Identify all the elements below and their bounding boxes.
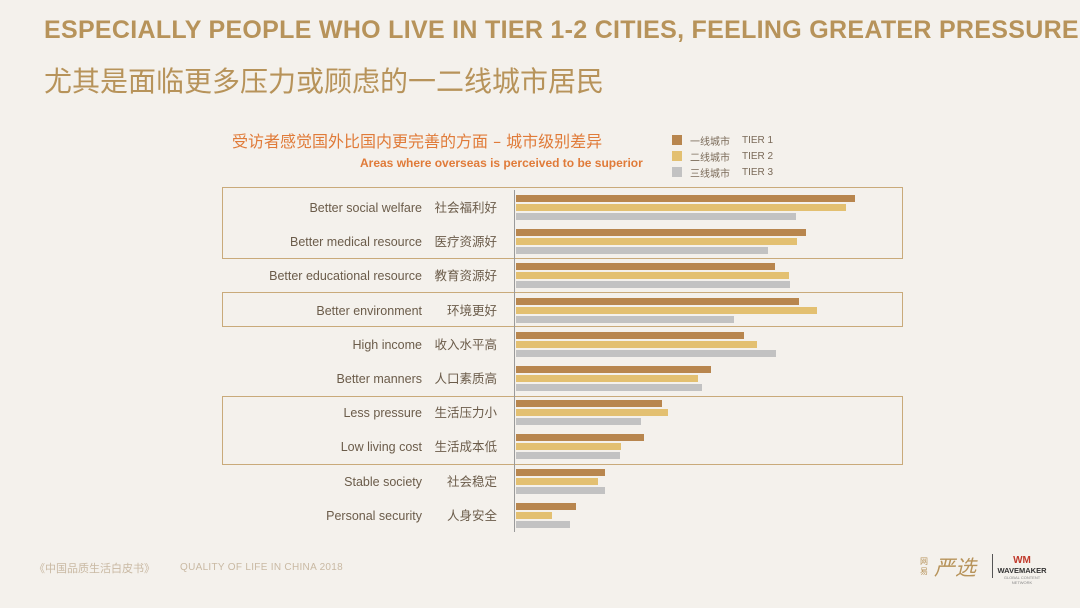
footer-report-title-cn: 《中国品质生活白皮书》 — [34, 562, 155, 575]
bar-tier1 — [516, 263, 775, 271]
bar-tier1 — [516, 297, 799, 305]
bar-tier1 — [516, 468, 605, 476]
category-label-en: Stable society — [344, 474, 422, 489]
bar-tier3 — [516, 452, 620, 460]
bar-tier3 — [516, 247, 768, 255]
wavemaker-sub: GLOBAL CONTENT NETWORK — [1003, 575, 1041, 585]
category-label-en: High income — [352, 337, 422, 352]
category-label-cn: 人口素质高 — [434, 371, 497, 386]
bar-tier3 — [516, 418, 641, 426]
category-label-cn: 人身安全 — [446, 507, 497, 523]
bar-tier3 — [516, 281, 790, 289]
bar-tier3 — [516, 384, 702, 391]
bar-tier1 — [516, 434, 644, 442]
bar-tier2 — [516, 477, 598, 485]
legend-item-tier3: 三线城市 TIER 3 — [672, 164, 773, 180]
bar-tier2 — [516, 511, 552, 519]
category-label-en: Personal security — [326, 508, 422, 523]
bar-tier2 — [516, 306, 817, 314]
bar-tier1 — [516, 331, 744, 339]
yanxuan-logo-small: 网易 — [920, 557, 928, 576]
wavemaker-logo: WM WAVEMAKER GLOBAL CONTENT NETWORK — [996, 555, 1048, 586]
footer-report-title-en: QUALITY OF LIFE IN CHINA 2018 — [180, 562, 344, 573]
page-title-en: ESPECIALLY PEOPLE WHO LIVE IN TIER 1-2 C… — [44, 16, 1079, 44]
bar-tier2 — [516, 375, 698, 382]
chart-subtitle-en: Areas where overseas is perceived to be … — [360, 156, 643, 170]
bar-tier1 — [516, 366, 711, 373]
category-label-en: Less pressure — [343, 406, 422, 421]
bar-tier3 — [516, 213, 796, 220]
legend-label-en: TIER 1 — [742, 134, 774, 146]
legend-label-cn: 一线城市 — [690, 136, 730, 148]
category-label-en: Better educational resource — [269, 269, 422, 284]
chart-legend: 一线城市 TIER 1 二线城市 TIER 2 三线城市 TIER 3 — [672, 132, 773, 180]
bar-tier2 — [516, 238, 797, 246]
category-label-cn: 生活成本低 — [434, 439, 497, 455]
category-label-en: Better medical resource — [289, 235, 422, 250]
category-label-en: Better social welfare — [309, 201, 422, 215]
legend-label-cn: 二线城市 — [690, 152, 730, 164]
category-label-cn: 社会福利好 — [434, 200, 497, 215]
legend-item-tier1: 一线城市 TIER 1 — [672, 132, 773, 148]
bar-tier1 — [516, 229, 806, 237]
yanxuan-logo: 网易 严选 — [920, 552, 976, 582]
yanxuan-logo-big: 严选 — [934, 556, 976, 580]
bar-tier2 — [516, 340, 757, 348]
category-label-cn: 医疗资源好 — [434, 234, 497, 250]
category-label-cn: 社会稳定 — [446, 473, 497, 489]
category-label-en: Low living cost — [340, 440, 422, 455]
category-label-cn: 教育资源好 — [434, 268, 497, 284]
highlight-box-welfare-medical — [222, 187, 903, 259]
chart-axis-line — [514, 190, 515, 532]
legend-label-en: TIER 3 — [742, 166, 774, 178]
wavemaker-mark: WM — [1013, 555, 1031, 566]
bar-tier3 — [516, 315, 734, 323]
bar-tier2 — [516, 204, 846, 211]
bar-tier1 — [516, 195, 855, 202]
legend-swatch-tier1 — [672, 135, 682, 145]
category-label-en: Better environment — [316, 303, 422, 318]
category-label-en: Better manners — [336, 372, 422, 386]
logo-divider — [992, 554, 993, 578]
page-title-cn: 尤其是面临更多压力或顾虑的一二线城市居民 — [44, 65, 605, 98]
legend-item-tier2: 二线城市 TIER 2 — [672, 148, 773, 164]
bar-tier2 — [516, 409, 668, 417]
category-label-cn: 生活压力小 — [434, 405, 497, 421]
bar-tier1 — [516, 400, 662, 408]
bar-tier3 — [516, 349, 776, 357]
wavemaker-name: WAVEMAKER — [997, 566, 1047, 575]
highlight-box-environment — [222, 292, 903, 327]
legend-label-en: TIER 2 — [742, 150, 774, 162]
chart-title-cn: 受访者感觉国外比国内更完善的方面 – 城市级别差异 — [232, 132, 603, 151]
category-label-cn: 环境更好 — [446, 302, 497, 318]
bar-tier2 — [516, 272, 789, 280]
bar-tier3 — [516, 486, 605, 494]
bar-tier3 — [516, 520, 570, 528]
bar-tier2 — [516, 443, 621, 451]
bar-tier1 — [516, 502, 576, 510]
legend-swatch-tier3 — [672, 167, 682, 177]
category-label-cn: 收入水平高 — [434, 336, 497, 352]
highlight-box-pressure-cost — [222, 396, 903, 465]
legend-swatch-tier2 — [672, 151, 682, 161]
legend-label-cn: 三线城市 — [690, 168, 730, 180]
